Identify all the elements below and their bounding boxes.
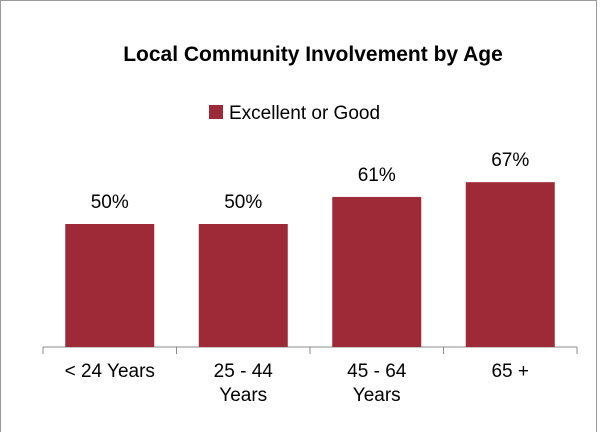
data-label: 61%	[358, 165, 396, 186]
plot-area: 50% < 24 Years 50% 25 - 44 Years 61% 45 - 64 Ye…	[42, 150, 578, 406]
legend-label: Excellent or Good	[229, 103, 380, 124]
chart-title: Local Community Involvement by Age	[123, 43, 503, 66]
bar	[65, 224, 155, 347]
data-label: 50%	[91, 192, 129, 213]
data-label: 50%	[224, 192, 262, 213]
x-tick-label: 65 +	[491, 361, 529, 382]
x-tick-label: < 24 Years	[65, 361, 155, 382]
x-tick-label-line: 25 - 44	[214, 361, 274, 382]
x-tick-label-line: < 24 Years	[65, 361, 155, 382]
x-tick-label: 25 - 44 Years	[214, 361, 274, 406]
x-tick-label-line: 45 - 64	[347, 361, 407, 382]
x-tick-label-line: Years	[353, 385, 401, 406]
bar	[465, 182, 555, 347]
x-tick-label-line: Years	[219, 385, 267, 406]
legend: Excellent or Good	[209, 103, 380, 124]
legend-swatch	[209, 105, 223, 119]
bar	[332, 196, 422, 347]
data-label: 67%	[491, 150, 529, 171]
x-tick-label: 45 - 64 Years	[347, 361, 407, 406]
x-tick-label-line: 65 +	[491, 361, 529, 382]
bar	[198, 224, 288, 347]
